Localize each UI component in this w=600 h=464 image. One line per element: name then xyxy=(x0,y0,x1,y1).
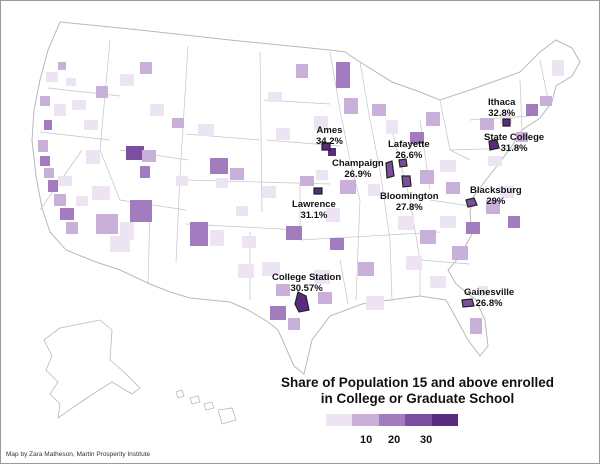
legend-tick-20: 20 xyxy=(388,434,401,446)
legend-title-line2: in College or Graduate School xyxy=(320,391,515,406)
legend-swatch-5 xyxy=(431,414,459,426)
label-lafayette: Lafayette 26.6% xyxy=(388,139,430,161)
county-bloomington xyxy=(401,175,412,188)
legend-swatch-2 xyxy=(352,414,379,426)
legend-swatch-3 xyxy=(378,414,406,426)
county-ames xyxy=(321,142,331,151)
label-college-station: College Station 30.57% xyxy=(272,272,342,294)
county-champaign xyxy=(385,160,395,179)
label-blacksburg: Blacksburg 29% xyxy=(470,185,522,207)
legend-swatch-4 xyxy=(405,414,432,426)
legend-tick-30: 30 xyxy=(420,434,433,446)
highlighted-counties xyxy=(294,118,511,313)
map-credit: Map by Zara Matheson, Martin Prosperity … xyxy=(6,451,151,458)
alaska-outline xyxy=(43,319,141,419)
county-lafayette xyxy=(398,158,408,168)
legend-title: Share of Population 15 and above enrolle… xyxy=(250,375,585,407)
label-bloomington: Bloomington 27.8% xyxy=(380,191,439,213)
label-lawrence: Lawrence 31.1% xyxy=(292,199,336,221)
legend-swatch-1 xyxy=(326,414,353,426)
county-patches xyxy=(38,60,564,334)
county-ithaca xyxy=(502,118,511,127)
legend-tick-10: 10 xyxy=(360,434,373,446)
label-ames: Ames 34.2% xyxy=(316,125,343,147)
label-champaign: Champaign 26.9% xyxy=(332,158,384,180)
label-state-college: State College 31.8% xyxy=(484,132,545,154)
county-college-station xyxy=(294,291,310,313)
county-lawrence xyxy=(313,187,323,195)
county-gainesville xyxy=(461,298,475,308)
county-state-college xyxy=(488,139,500,151)
label-ithaca: Ithaca 32.8% xyxy=(488,97,516,119)
label-gainesville: Gainesville 26.8% xyxy=(464,287,515,309)
county-blacksburg xyxy=(465,197,478,208)
legend-color-bar xyxy=(326,414,459,426)
hawaii-islands xyxy=(175,389,237,425)
legend-title-line1: Share of Population 15 and above enrolle… xyxy=(280,375,555,390)
